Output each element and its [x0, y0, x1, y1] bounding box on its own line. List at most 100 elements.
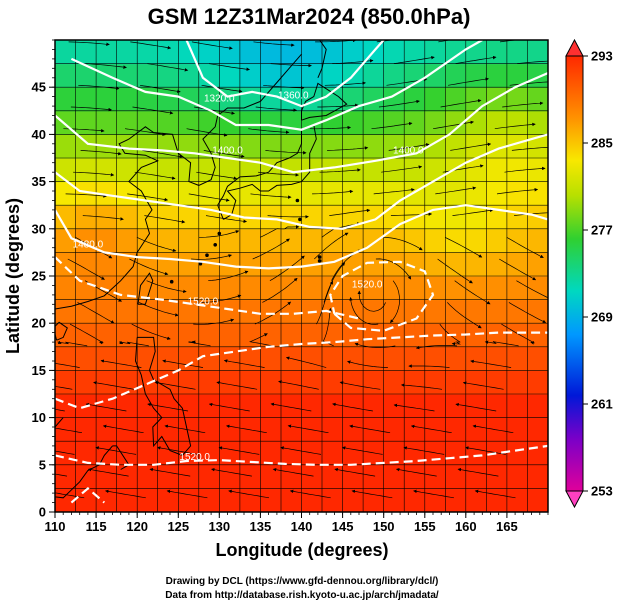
- colorbar-tick-label: 285: [591, 136, 613, 151]
- shade-cell: [383, 158, 405, 183]
- shade-cell: [260, 40, 282, 65]
- shade-cell: [116, 346, 138, 371]
- coastline: [137, 272, 154, 305]
- streamline: [357, 290, 386, 312]
- shade-cell: [137, 134, 159, 159]
- streamline: [138, 302, 179, 317]
- streamline: [223, 359, 265, 368]
- shade-cell: [281, 441, 303, 466]
- shade-cell: [96, 252, 118, 277]
- shade-cell: [363, 158, 385, 183]
- streamline: [248, 128, 290, 134]
- streamline: [55, 362, 80, 368]
- streamline: [55, 450, 75, 455]
- shade-cell: [445, 394, 467, 419]
- streamline: [502, 101, 544, 108]
- island: [169, 279, 174, 284]
- shade-cell: [342, 488, 364, 512]
- shade-cell: [445, 370, 467, 395]
- streamline: [136, 236, 177, 252]
- shade-cell: [219, 252, 241, 277]
- shade-cell: [404, 40, 426, 65]
- streamline: [484, 340, 519, 347]
- shade-cell: [178, 346, 200, 371]
- streamline: [440, 99, 482, 108]
- island: [205, 253, 209, 257]
- shade-cell: [506, 40, 529, 65]
- streamline: [289, 489, 331, 499]
- shade-cell: [342, 370, 364, 395]
- shade-cell: [342, 181, 364, 206]
- contour-label: 1320.0: [204, 93, 235, 104]
- y-tick-label: 0: [39, 505, 46, 520]
- shade-cell: [116, 110, 138, 135]
- streamline: [105, 489, 146, 499]
- shade-cell: [486, 63, 508, 88]
- shade-cell: [506, 63, 529, 88]
- height-contour: [70, 486, 106, 504]
- shade-cell: [157, 205, 179, 230]
- coastline: [217, 124, 317, 220]
- shade-cell: [137, 110, 159, 135]
- streamline: [85, 402, 127, 412]
- shade-cell: [506, 252, 529, 277]
- shade-cell: [260, 488, 282, 512]
- shade-cell: [322, 276, 344, 301]
- y-axis-label: Latitude (degrees): [3, 198, 23, 354]
- shade-cell: [404, 346, 426, 371]
- shade-cell: [383, 346, 405, 371]
- shade-cell: [465, 134, 487, 159]
- shade-cell: [281, 323, 303, 348]
- shade-cell: [198, 87, 220, 112]
- shade-cell: [219, 370, 241, 395]
- x-tick-label: 120: [126, 519, 148, 534]
- shade-cell: [281, 63, 303, 88]
- shade-cell: [137, 417, 159, 442]
- shade-cell: [445, 181, 467, 206]
- shade-cell: [445, 488, 467, 512]
- shade-cell: [219, 488, 241, 512]
- colorbar-tick-label: 277: [591, 223, 613, 238]
- shade-cell: [96, 464, 118, 489]
- shade-cell: [239, 40, 262, 65]
- streamline: [444, 236, 483, 258]
- streamline: [249, 333, 273, 347]
- shade-cell: [96, 488, 118, 512]
- streamline: [448, 77, 489, 86]
- streamline: [216, 381, 258, 390]
- shade-cell: [157, 299, 179, 324]
- shade-cell: [116, 299, 138, 324]
- shade-cell: [486, 87, 508, 112]
- streamline: [309, 125, 352, 130]
- shade-cell: [281, 252, 303, 277]
- shade-cell: [527, 464, 548, 489]
- shade-cell: [383, 205, 405, 230]
- shade-cell: [404, 394, 426, 419]
- streamline: [511, 146, 548, 151]
- streamline: [142, 150, 183, 159]
- shade-cell: [506, 110, 529, 135]
- shade-cell: [198, 110, 220, 135]
- shade-cell: [281, 417, 303, 442]
- height-contour: [55, 204, 548, 270]
- streamline: [203, 150, 245, 158]
- shade-cell: [260, 228, 282, 253]
- shade-cell: [198, 158, 220, 183]
- shade-cell: [424, 40, 446, 65]
- shade-cell: [506, 134, 529, 159]
- streamline: [316, 280, 333, 325]
- streamline: [144, 215, 186, 224]
- streamline: [496, 187, 539, 195]
- shade-cell: [383, 134, 405, 159]
- shade-cell: [137, 464, 159, 489]
- shade-cell: [219, 40, 241, 65]
- shade-cell: [424, 370, 446, 395]
- shade-cell: [55, 87, 77, 112]
- shade-cell: [465, 417, 487, 442]
- colorbar-tick-label: 293: [591, 49, 613, 64]
- streamline: [198, 230, 240, 238]
- shade-cell: [445, 134, 467, 159]
- shade-cell: [75, 417, 97, 442]
- streamline: [395, 467, 437, 477]
- streamline: [162, 359, 204, 368]
